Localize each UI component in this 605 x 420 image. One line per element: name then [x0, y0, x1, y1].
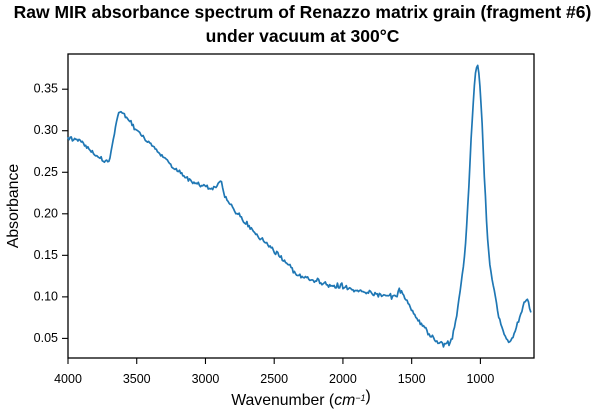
svg-text:1000: 1000 [466, 372, 494, 386]
svg-text:Wavenumber (cm−1): Wavenumber (cm−1) [231, 388, 371, 409]
svg-text:0.20: 0.20 [34, 206, 58, 220]
svg-text:2000: 2000 [329, 372, 357, 386]
svg-text:Absorbance: Absorbance [5, 164, 22, 249]
svg-text:0.30: 0.30 [34, 123, 58, 137]
svg-text:0.05: 0.05 [34, 331, 58, 345]
svg-text:0.35: 0.35 [34, 82, 58, 96]
svg-text:2500: 2500 [260, 372, 288, 386]
svg-text:1500: 1500 [398, 372, 426, 386]
svg-text:3000: 3000 [192, 372, 220, 386]
svg-text:0.15: 0.15 [34, 248, 58, 262]
svg-text:0.25: 0.25 [34, 165, 58, 179]
svg-text:4000: 4000 [54, 372, 82, 386]
svg-text:3500: 3500 [123, 372, 151, 386]
svg-text:0.10: 0.10 [34, 289, 58, 303]
